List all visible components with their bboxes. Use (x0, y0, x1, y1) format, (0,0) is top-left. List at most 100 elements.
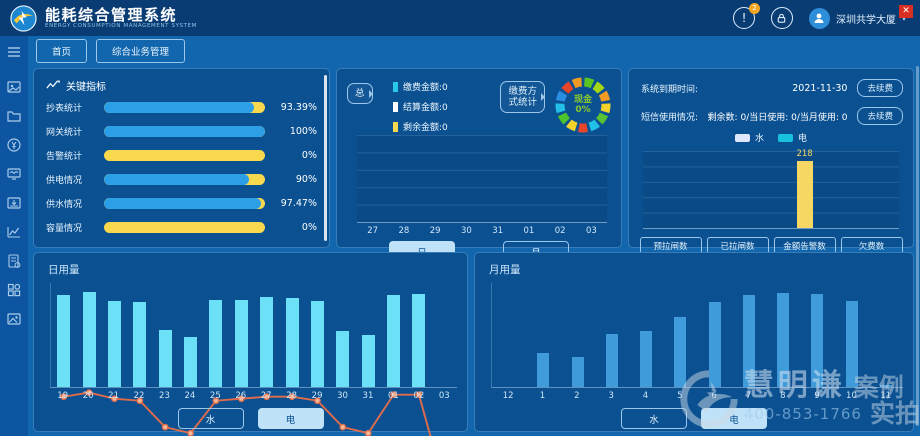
close-button[interactable]: ✕ (899, 5, 913, 18)
page-scrollbar[interactable] (916, 66, 919, 426)
alerts-button[interactable]: ! 2 (732, 3, 760, 29)
line-point (364, 429, 372, 436)
x-tick-label: 1 (539, 391, 546, 401)
x-tick-label: 6 (711, 391, 717, 401)
indicator-bar (104, 149, 265, 161)
app-header: 能耗综合管理系统 ENERGY CONSUMPTION MANAGEMENT S… (0, 0, 920, 36)
usage-bar (57, 295, 71, 387)
indicator-row: 供电情况 90% (46, 173, 317, 186)
tab-home[interactable]: 首页 (36, 39, 88, 63)
key-indicators-panel: 关键指标 抄表统计 93.39% 网关统计 100% 告警统计 0% 供电情况 90% 供水情况… (33, 68, 330, 248)
expire-date: 2021-11-30 (792, 82, 848, 94)
gallery-icon[interactable] (6, 79, 22, 95)
water-toggle-button[interactable]: 水 (177, 408, 244, 429)
bar-column (51, 283, 76, 387)
sms-usage-value: 剩余数: 0/当日使用: 0/当月使用: 0 (707, 112, 848, 123)
line-point (212, 397, 220, 405)
legend-item[interactable]: 电 (778, 131, 807, 144)
bar-column (595, 283, 629, 387)
line-point (263, 393, 271, 401)
usage-bar (605, 333, 618, 387)
legend-label: 水 (754, 134, 764, 144)
usage-bar (260, 296, 274, 387)
renew-button[interactable]: 去续费 (857, 79, 903, 97)
indicator-bar-fill (104, 197, 261, 209)
bar-column (381, 283, 406, 387)
panel-scrollbar[interactable] (324, 75, 327, 241)
folder-icon[interactable] (6, 108, 22, 124)
usage-bar (107, 300, 121, 387)
payment-x-axis: 27 28 29 30 31 01 02 03 (357, 226, 607, 236)
indicator-label: 抄表统计 (46, 103, 83, 114)
x-tick-label: 2 (574, 391, 580, 401)
donut-segment (588, 119, 600, 132)
donut-segment (561, 81, 574, 94)
usage-bar (234, 299, 248, 387)
payment-method-bubble: 缴费方 式统计 (500, 81, 545, 113)
tab-bar: 首页 综合业务管理 (28, 36, 920, 66)
line-point (187, 429, 194, 436)
sms-renew-button[interactable]: 去续费 (857, 107, 903, 125)
line-chart-icon[interactable] (6, 224, 22, 240)
indicator-label: 供水情况 (46, 199, 83, 210)
donut-segment (592, 81, 605, 94)
line-point (415, 391, 423, 399)
bar-column (629, 283, 663, 387)
usage-bar (674, 317, 687, 387)
water-toggle-button[interactable]: 水 (621, 408, 687, 429)
indicator-row: 抄表统计 93.39% (46, 101, 317, 114)
trend-icon (46, 80, 60, 89)
image-icon[interactable] (6, 311, 22, 327)
line-point (85, 389, 93, 397)
indicator-value: 93.39% (280, 101, 317, 113)
indicator-value: 100% (289, 125, 317, 137)
report-icon[interactable] (6, 253, 22, 269)
user-name: 深圳共学大厦 (835, 14, 896, 26)
tab-business[interactable]: 综合业务管理 (96, 39, 186, 63)
bar-column (663, 283, 697, 387)
total-filter-bubble[interactable]: 总 (347, 83, 373, 104)
daily-x-axis: 19 20 21 22 23 24 25 26 27 28 29 30 31 01 02 03 (50, 391, 457, 401)
x-tick-label: 22 (133, 391, 145, 401)
bar-column (102, 283, 127, 387)
indicator-bar (104, 197, 265, 209)
donut-segment (598, 90, 611, 102)
x-tick-label: 03 (585, 226, 597, 236)
x-tick-label: 11 (880, 391, 892, 401)
bar-column (203, 283, 228, 387)
line-point (339, 423, 347, 431)
monthly-usage-title: 月用量 (489, 264, 521, 276)
electric-toggle-button[interactable]: 电 (257, 408, 324, 429)
x-tick-label: 30 (460, 226, 472, 236)
apps-icon[interactable] (6, 282, 22, 298)
monitor-icon[interactable] (6, 166, 22, 182)
x-tick-label: 28 (398, 226, 410, 236)
currency-icon[interactable] (6, 137, 22, 153)
indicator-label: 告警统计 (46, 151, 83, 162)
bar-column (76, 283, 101, 387)
download-icon[interactable] (6, 195, 22, 211)
monthly-x-axis: 12 1 2 3 4 5 6 7 8 9 10 11 (491, 391, 903, 401)
x-tick-label: 02 (554, 226, 566, 236)
legend-label: 缴费金额:0 (403, 83, 448, 93)
monthly-usage-panel: 月用量 12 1 2 3 4 5 6 7 8 9 10 11 水电 (474, 252, 914, 432)
line-point (136, 397, 144, 405)
usage-bar (640, 330, 653, 387)
line-point (237, 395, 245, 403)
bar-column (229, 283, 254, 387)
electric-toggle-button[interactable]: 电 (701, 408, 767, 429)
usage-bar (82, 292, 96, 387)
x-tick-label: 19 (57, 391, 69, 401)
indicator-bar (104, 125, 265, 137)
menu-icon[interactable] (6, 44, 22, 60)
user-menu[interactable]: 深圳共学大厦 ▾ (808, 7, 906, 29)
chevron-down-icon: ▾ (901, 13, 906, 23)
bar-column (561, 283, 595, 387)
legend-item[interactable]: 水 (734, 131, 764, 144)
x-tick-label: 7 (745, 391, 752, 401)
avatar (808, 7, 830, 29)
bar-column (305, 283, 330, 387)
x-tick-label: 8 (780, 391, 786, 401)
lock-button[interactable] (770, 7, 793, 29)
usage-bar (133, 301, 147, 387)
